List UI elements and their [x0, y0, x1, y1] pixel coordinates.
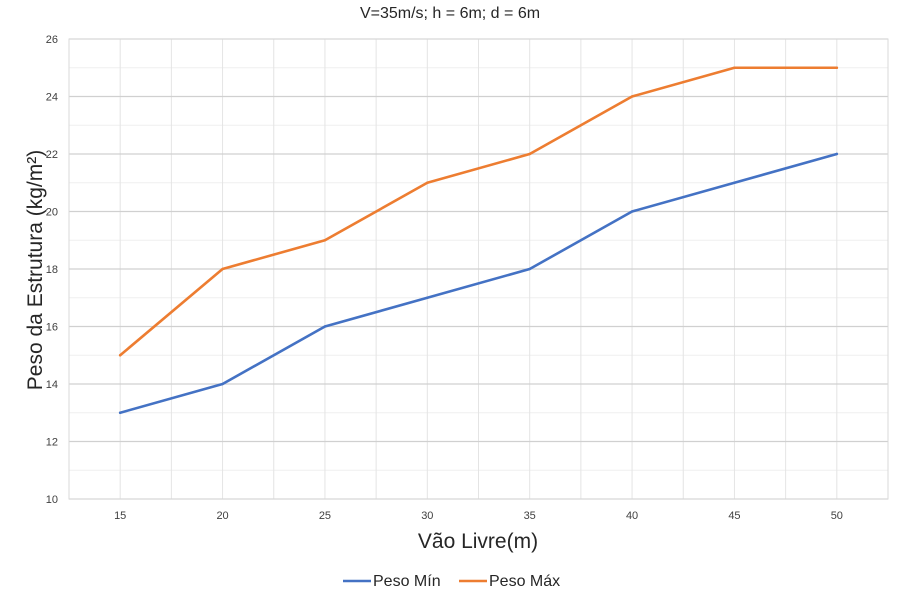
y-tick-label: 26: [46, 34, 58, 46]
y-tick-label: 20: [46, 207, 58, 219]
x-axis-title: Vão Livre(m): [418, 530, 538, 553]
series-line-peso-min: [118, 152, 839, 415]
series-line-peso-max: [118, 66, 839, 357]
data-point: [733, 66, 736, 69]
data-point: [118, 411, 122, 414]
x-tick-label: 50: [831, 510, 843, 522]
plot-area-border: [68, 38, 889, 500]
axes: 10 12 14 16 18 20 22 24 26 15 20 25 30 35 40 45 50: [46, 34, 843, 522]
legend: Peso Mín Peso Máx: [343, 573, 560, 590]
data-point: [426, 181, 429, 184]
x-tick-label: 35: [524, 510, 536, 522]
series-lines: [118, 66, 839, 415]
x-tick-label: 20: [216, 510, 228, 522]
x-tick-label: 25: [319, 510, 331, 522]
y-tick-label: 14: [46, 379, 58, 391]
data-point: [630, 95, 634, 98]
y-tick-label: 10: [46, 494, 58, 506]
data-point: [528, 152, 531, 156]
chart-title: V=35m/s; h = 6m; d = 6m: [360, 5, 540, 22]
x-tick-label: 40: [626, 510, 638, 522]
data-point: [835, 152, 839, 156]
data-point: [630, 210, 634, 213]
y-tick-label: 24: [46, 92, 58, 104]
data-point: [323, 239, 327, 242]
x-tick-label: 30: [421, 510, 433, 522]
y-tick-label: 22: [46, 149, 58, 161]
data-point: [426, 296, 429, 299]
x-tick-label: 15: [114, 510, 126, 522]
data-point: [118, 354, 122, 357]
data-point: [221, 382, 224, 386]
data-point: [323, 325, 327, 328]
y-tick-label: 18: [46, 264, 58, 276]
y-tick-label: 12: [46, 437, 58, 449]
legend-label: Peso Mín: [373, 573, 441, 590]
grid: [68, 38, 889, 500]
data-point: [733, 181, 736, 184]
y-axis-title: Peso da Estrutura (kg/m²): [24, 150, 47, 390]
data-point: [528, 267, 531, 271]
x-tick-label: 45: [728, 510, 740, 522]
data-point: [221, 267, 224, 271]
legend-label: Peso Máx: [489, 573, 560, 590]
y-tick-label: 16: [46, 322, 58, 334]
data-point: [835, 66, 839, 69]
